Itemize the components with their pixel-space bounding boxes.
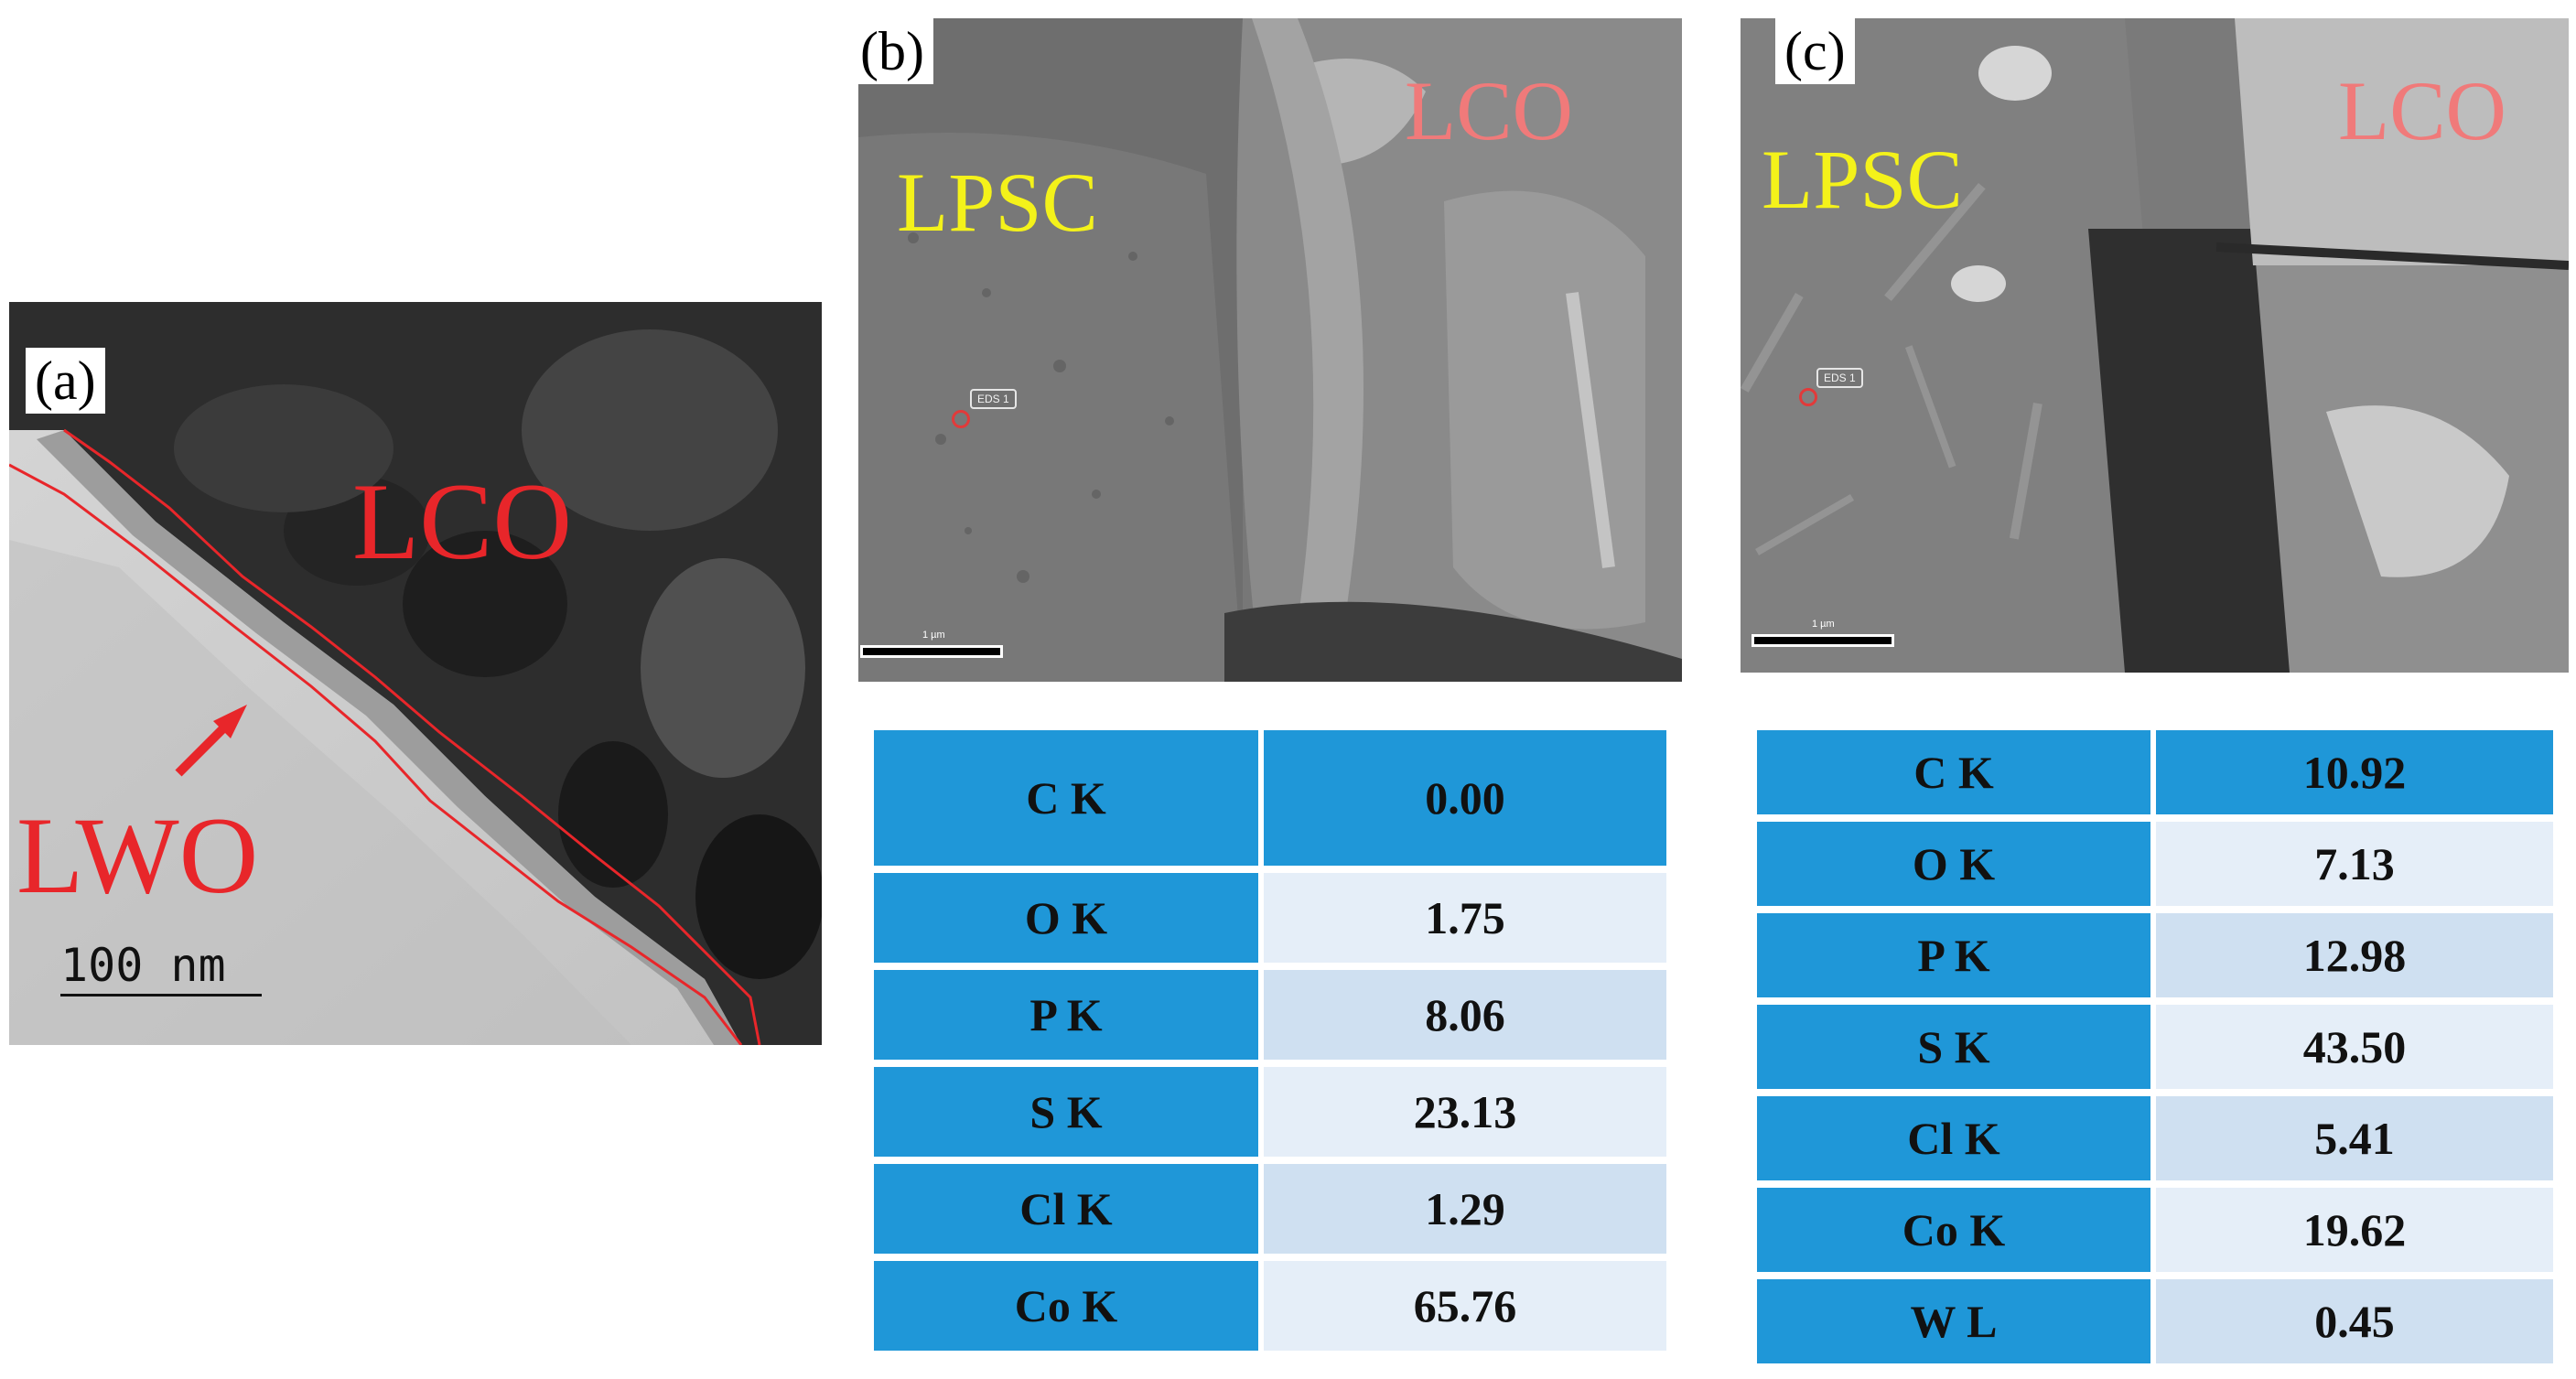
sem-image-c (1741, 18, 2569, 673)
eds-spot-marker (952, 410, 970, 428)
element-cell: Co K (874, 1261, 1264, 1351)
panel-tag-c: (c) (1775, 18, 1855, 84)
value-cell: 43.50 (2156, 1005, 2553, 1089)
scale-label: 1 µm (922, 630, 945, 641)
table-row: C K 0.00 (874, 730, 1666, 866)
value-cell: 1.75 (1264, 873, 1666, 963)
label-lpsc: LPSC (1762, 133, 1963, 226)
table-row: Cl K 5.41 (1757, 1096, 2553, 1180)
table-row: S K 43.50 (1757, 1005, 2553, 1089)
eds-spot-label: EDS 1 (1816, 368, 1863, 388)
table-row: O K 7.13 (1757, 822, 2553, 906)
panel-tag-b: (b) (851, 18, 933, 84)
eds-spot-marker (1799, 388, 1817, 406)
element-cell: P K (874, 970, 1264, 1060)
sem-image-b (858, 18, 1682, 682)
scale-bar (860, 645, 1003, 658)
panel-a: (a) LCO LWO 100 nm (0, 302, 824, 1061)
scale-bar (1751, 634, 1894, 647)
element-cell: C K (1757, 730, 2156, 814)
table-row: Co K 19.62 (1757, 1188, 2553, 1272)
element-cell: Cl K (1757, 1096, 2156, 1180)
element-cell: O K (874, 873, 1264, 963)
arrow-icon (175, 705, 247, 777)
value-cell: 10.92 (2156, 730, 2553, 814)
scale-label: 100 nm (60, 939, 226, 992)
panel-b: (b) LPSC LCO EDS 1 1 µm (851, 0, 1693, 686)
value-cell: 8.06 (1264, 970, 1666, 1060)
label-lco: LCO (2338, 64, 2506, 157)
eds-spot-label: EDS 1 (970, 389, 1017, 409)
eds-table-c: C K 10.92 O K 7.13 P K 12.98 S K 43.50 C… (1757, 723, 2553, 1371)
element-cell: Co K (1757, 1188, 2156, 1272)
table-row: P K 12.98 (1757, 913, 2553, 997)
table-row: S K 23.13 (874, 1067, 1666, 1157)
eds-table-b: C K 0.00 O K 1.75 P K 8.06 S K 23.13 Cl … (874, 723, 1666, 1358)
value-cell: 0.45 (2156, 1279, 2553, 1363)
table-row: Co K 65.76 (874, 1261, 1666, 1351)
element-cell: C K (874, 730, 1264, 866)
scale-label: 1 µm (1812, 619, 1835, 630)
element-cell: S K (1757, 1005, 2156, 1089)
value-cell: 5.41 (2156, 1096, 2553, 1180)
value-cell: 0.00 (1264, 730, 1666, 866)
tem-image (9, 302, 822, 1045)
element-cell: P K (1757, 913, 2156, 997)
element-cell: S K (874, 1067, 1264, 1157)
value-cell: 23.13 (1264, 1067, 1666, 1157)
scale-bar (60, 994, 262, 997)
value-cell: 19.62 (2156, 1188, 2553, 1272)
value-cell: 65.76 (1264, 1261, 1666, 1351)
panel-c: (c) LPSC LCO EDS 1 1 µm (1739, 0, 2576, 686)
value-cell: 12.98 (2156, 913, 2553, 997)
value-cell: 1.29 (1264, 1164, 1666, 1254)
element-cell: W L (1757, 1279, 2156, 1363)
value-cell: 7.13 (2156, 822, 2553, 906)
element-cell: Cl K (874, 1164, 1264, 1254)
element-cell: O K (1757, 822, 2156, 906)
table-row: O K 1.75 (874, 873, 1666, 963)
table-row: P K 8.06 (874, 970, 1666, 1060)
label-lco: LCO (1405, 64, 1573, 157)
label-lpsc: LPSC (897, 156, 1098, 249)
label-lwo: LWO (16, 794, 259, 916)
panel-tag-a: (a) (26, 348, 105, 414)
label-lco: LCO (352, 460, 572, 582)
table-row: W L 0.45 (1757, 1279, 2553, 1363)
table-row: Cl K 1.29 (874, 1164, 1666, 1254)
table-row: C K 10.92 (1757, 730, 2553, 814)
